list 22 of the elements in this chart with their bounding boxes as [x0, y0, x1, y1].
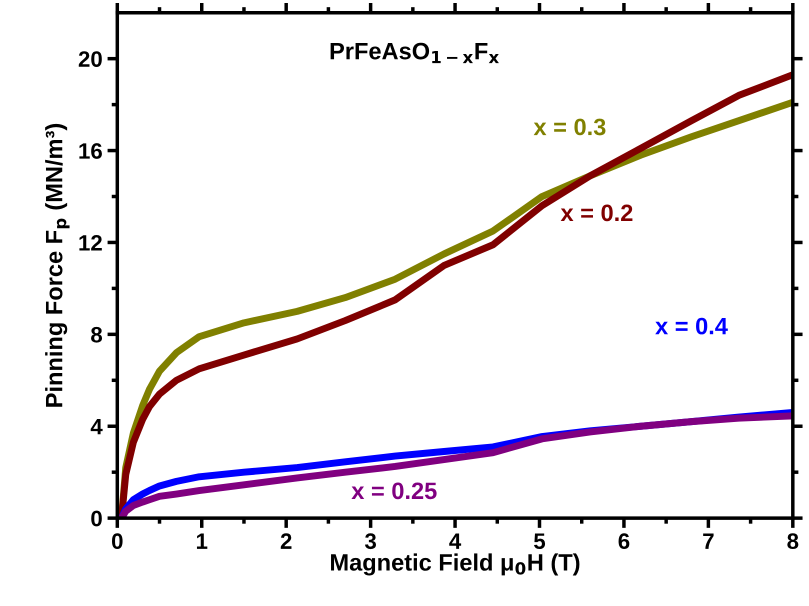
series-label: x = 0.2	[560, 204, 632, 222]
x-tick-label: 7	[703, 534, 714, 549]
text: x = 0.4	[655, 318, 728, 334]
x-tick-label: 4	[449, 534, 462, 549]
x-tick-label: 6	[618, 533, 630, 550]
x-axis-title: Magnetic Field μ$_{0}$H (T)	[331, 553, 580, 576]
x-tick-label: 5	[534, 534, 546, 550]
x-tick-label: 0	[112, 533, 123, 550]
x-tick-label: 1	[196, 534, 208, 549]
x-tick-label: 3	[364, 533, 376, 550]
y-tick-label: 16	[79, 143, 102, 159]
y-tick-label: 20	[78, 51, 102, 67]
annotation: PrFeAsO$_{1−x}$F$_{x}$	[330, 42, 499, 64]
x-tick-label: 2	[280, 533, 292, 549]
y-tick-label: 12	[79, 234, 102, 251]
y-tick-label: 0	[91, 510, 102, 526]
series-label: x = 0.3	[534, 118, 606, 136]
y-tick-label: 8	[91, 326, 102, 343]
y-axis-title: Pinning Force F$_{p}$ (MN/m³)	[45, 124, 70, 407]
y-tick-label: 4	[90, 419, 103, 434]
x-tick-label: 8	[787, 533, 798, 550]
series-label: x = 0.25	[351, 482, 437, 500]
